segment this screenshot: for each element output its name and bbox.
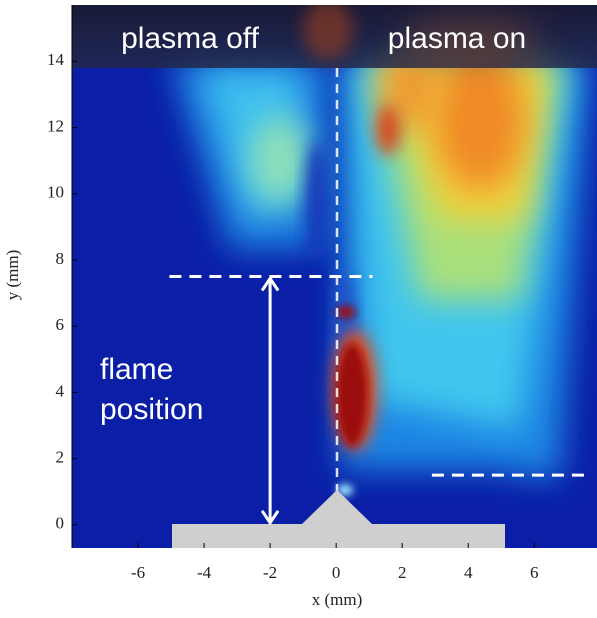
y-axis-label: y (mm)	[3, 250, 22, 301]
y-tick-label: 6	[56, 315, 65, 334]
x-tick-label: 2	[398, 563, 407, 582]
y-tick-label: 12	[47, 116, 64, 135]
heatmap	[72, 5, 597, 548]
y-tick-label: 0	[56, 514, 65, 533]
y-tick-label: 4	[56, 381, 65, 400]
x-axis-label: x (mm)	[312, 590, 363, 609]
annotation-box: flame position	[100, 353, 204, 426]
arrow-head	[260, 275, 280, 292]
annotation: plasma off	[121, 22, 260, 55]
x-tick-label: 0	[332, 563, 341, 582]
annotations: plasma off plasma on flame position	[100, 22, 526, 426]
x-tick-label: 4	[464, 563, 473, 582]
y-tick-label: 8	[56, 249, 65, 268]
y-tick-label: 10	[47, 183, 64, 202]
arrow-head	[260, 509, 280, 526]
x-tick-label: 6	[530, 563, 539, 582]
annotation: flame position	[100, 353, 204, 426]
y-tick-label: 2	[56, 448, 65, 467]
y-tick-label: 14	[47, 50, 65, 69]
annotation: plasma on	[388, 22, 526, 55]
x-tick-label: -4	[197, 563, 212, 582]
x-tick-label: -2	[263, 563, 277, 582]
x-tick-label: -6	[131, 563, 145, 582]
